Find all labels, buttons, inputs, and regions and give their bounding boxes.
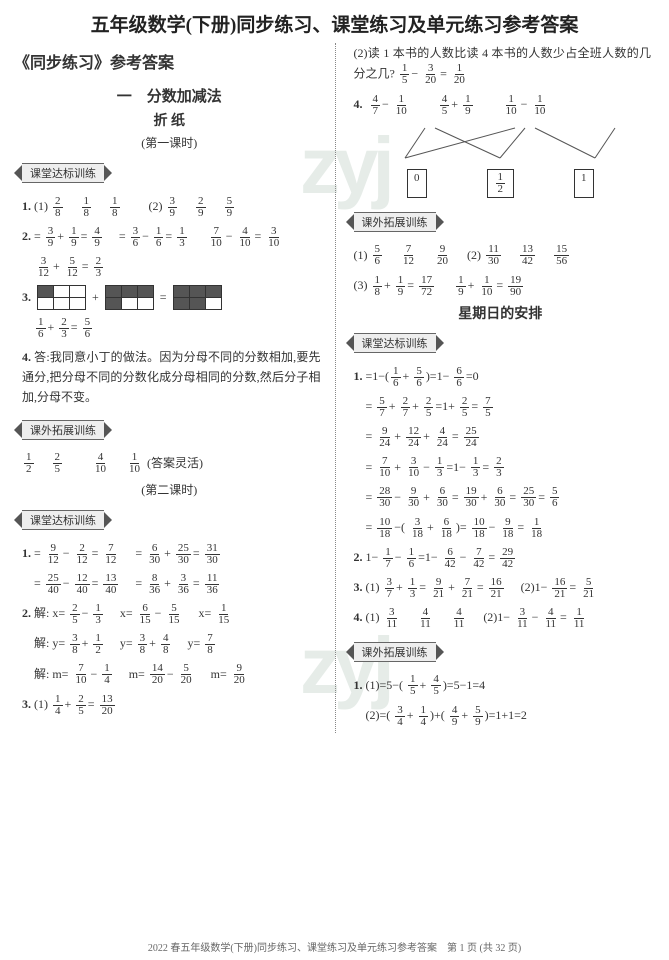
r-tuo-3: (3) 18+ 19= 1772 19+ 110= 1990 xyxy=(354,273,656,298)
banner-arrow-icon xyxy=(14,165,22,181)
r-tuo2-1: 1.(1)=5−( 15+ 45)=5−1=4 xyxy=(354,673,656,698)
box: 12 xyxy=(487,169,515,198)
banner-label: 课堂达标训练 xyxy=(354,333,436,353)
fraction-grid-icon xyxy=(173,285,222,310)
page-title: 五年级数学(下册)同步练习、课堂练习及单元练习参考答案 xyxy=(0,0,669,43)
problem-4: 4.答:我同意小丁的做法。因为分母不同的分数相加,要先通分,把分母不同的分数化成… xyxy=(22,347,321,408)
banner-label: 课堂达标训练 xyxy=(22,163,104,183)
problem-3: 3. + = xyxy=(22,285,325,311)
lesson-2: (第二课时) xyxy=(14,481,325,498)
l2-problem-2: 2.解: x= 25− 13 x= 615− 515 x= 115 xyxy=(22,601,325,626)
problem-1: 1.(1) 28 18 18 (2) 39 29 59 xyxy=(22,194,325,219)
s3: 3.(1) 37+ 13= 921+ 721= 1621 (2)1− 1621=… xyxy=(354,575,656,600)
number-boxes: 0 12 1 xyxy=(346,169,656,198)
problem-3-eq: 16+ 23= 56 xyxy=(34,315,325,340)
s4: 4.(1) 311 411 411 (2)1− 311− 411= 111 xyxy=(354,605,656,630)
banner-label: 课外拓展训练 xyxy=(22,420,104,440)
s1e: = 2830− 930+ 630= 1930+ 630= 2530= 56 xyxy=(366,485,656,510)
lesson-1: (第一课时) xyxy=(14,134,325,151)
problem-2: 2.= 39+ 19= 49 = 36− 16= 13 710− 410= 31… xyxy=(22,224,325,249)
book-title: 《同步练习》参考答案 xyxy=(14,49,325,73)
s1c: = 924+ 1224+ 424= 2524 xyxy=(366,424,656,449)
box: 0 xyxy=(407,169,427,198)
banner-tuozhan: 课外拓展训练 xyxy=(346,642,444,662)
s1b: = 57+ 27+ 25=1+ 25= 75 xyxy=(366,394,656,419)
two-columns: 《同步练习》参考答案 一 分数加减法 折 纸 (第一课时) 课堂达标训练 1.(… xyxy=(0,43,669,733)
banner-arrow-icon xyxy=(14,422,22,438)
page-footer: 2022 春五年级数学(下册)同步练习、课堂练习及单元练习参考答案 第 1 页 … xyxy=(0,939,669,954)
l2-problem-1b: = 2540− 1240= 1340 = 836+ 336= 1136 xyxy=(34,571,325,596)
sub-title: 折 纸 xyxy=(14,110,325,130)
fraction-grid-icon xyxy=(37,285,86,310)
l2-problem-1: 1.= 912− 212= 712 = 630+ 2530= 3130 xyxy=(22,541,325,566)
banner-arrow-icon xyxy=(436,214,444,230)
right-column: (2)读 1 本书的人数比读 4 本书的人数少占全班人数的几分之几? 15− 3… xyxy=(335,43,656,733)
banner-arrow-icon xyxy=(346,214,354,230)
banner-label: 课堂达标训练 xyxy=(22,510,104,530)
banner-tuozhan: 课外拓展训练 xyxy=(346,212,444,232)
problem-2-cont: 312+ 512= 23 xyxy=(34,254,325,279)
box: 1 xyxy=(574,169,594,198)
banner-label: 课外拓展训练 xyxy=(354,212,436,232)
r-q2-text: (2)读 1 本书的人数比读 4 本书的人数少占全班人数的几分之几? 15− 3… xyxy=(354,43,652,86)
banner-arrow-icon xyxy=(436,335,444,351)
unit-title: 一 分数加减法 xyxy=(14,85,325,106)
banner-arrow-icon xyxy=(104,512,112,528)
l2-problem-2m: 解: m= 710− 14 m= 1420− 520 m= 920 xyxy=(34,662,325,687)
sunday-title: 星期日的安排 xyxy=(346,303,656,323)
fraction-grid-icon xyxy=(105,285,154,310)
banner-dabiao: 课堂达标训练 xyxy=(346,333,444,353)
tuozhan-ans: 12 25 410 110 (答案灵活) xyxy=(22,451,325,476)
r-tuo2-2: (2)=( 34+ 14)+( 49+ 59)=1+1=2 xyxy=(366,703,656,728)
s1d: = 710+ 310− 13=1− 13= 23 xyxy=(366,455,656,480)
r-tuo-1: (1) 56 712 920 (2) 1130 1342 1556 xyxy=(354,243,656,268)
banner-dabiao: 课堂达标训练 xyxy=(14,510,112,530)
left-column: 《同步练习》参考答案 一 分数加减法 折 纸 (第一课时) 课堂达标训练 1.(… xyxy=(14,43,335,733)
banner-arrow-icon xyxy=(104,165,112,181)
banner-arrow-icon xyxy=(346,644,354,660)
r-q4: 4. 47− 110 45+ 19 110− 110 xyxy=(354,92,656,117)
l2-problem-3: 3.(1) 14+ 25= 1320 xyxy=(22,692,325,717)
s1: 1.=1−(16+ 56)=1− 66=0 xyxy=(354,364,656,389)
banner-arrow-icon xyxy=(14,512,22,528)
banner-arrow-icon xyxy=(104,422,112,438)
l2-problem-2y: 解: y= 38+ 12 y= 38+ 48 y= 78 xyxy=(34,631,325,656)
s1f: = 1018−( 318+ 618)= 1018− 918= 118 xyxy=(366,515,656,540)
banner-tuozhan: 课外拓展训练 xyxy=(14,420,112,440)
banner-arrow-icon xyxy=(436,644,444,660)
banner-arrow-icon xyxy=(346,335,354,351)
s2: 2.1− 17− 16=1− 642− 742= 2942 xyxy=(354,545,656,570)
arrow-diagram-icon xyxy=(365,123,635,163)
banner-label: 课外拓展训练 xyxy=(354,642,436,662)
banner-dabiao: 课堂达标训练 xyxy=(14,163,112,183)
